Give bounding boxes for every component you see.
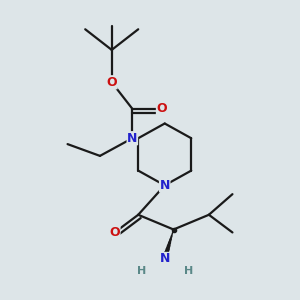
Text: N: N — [127, 132, 137, 145]
Text: H: H — [136, 266, 146, 276]
Text: N: N — [160, 252, 170, 266]
Text: O: O — [106, 76, 117, 89]
Text: O: O — [110, 226, 120, 239]
Text: H: H — [184, 266, 193, 276]
Text: O: O — [157, 102, 167, 115]
Text: N: N — [160, 179, 170, 192]
